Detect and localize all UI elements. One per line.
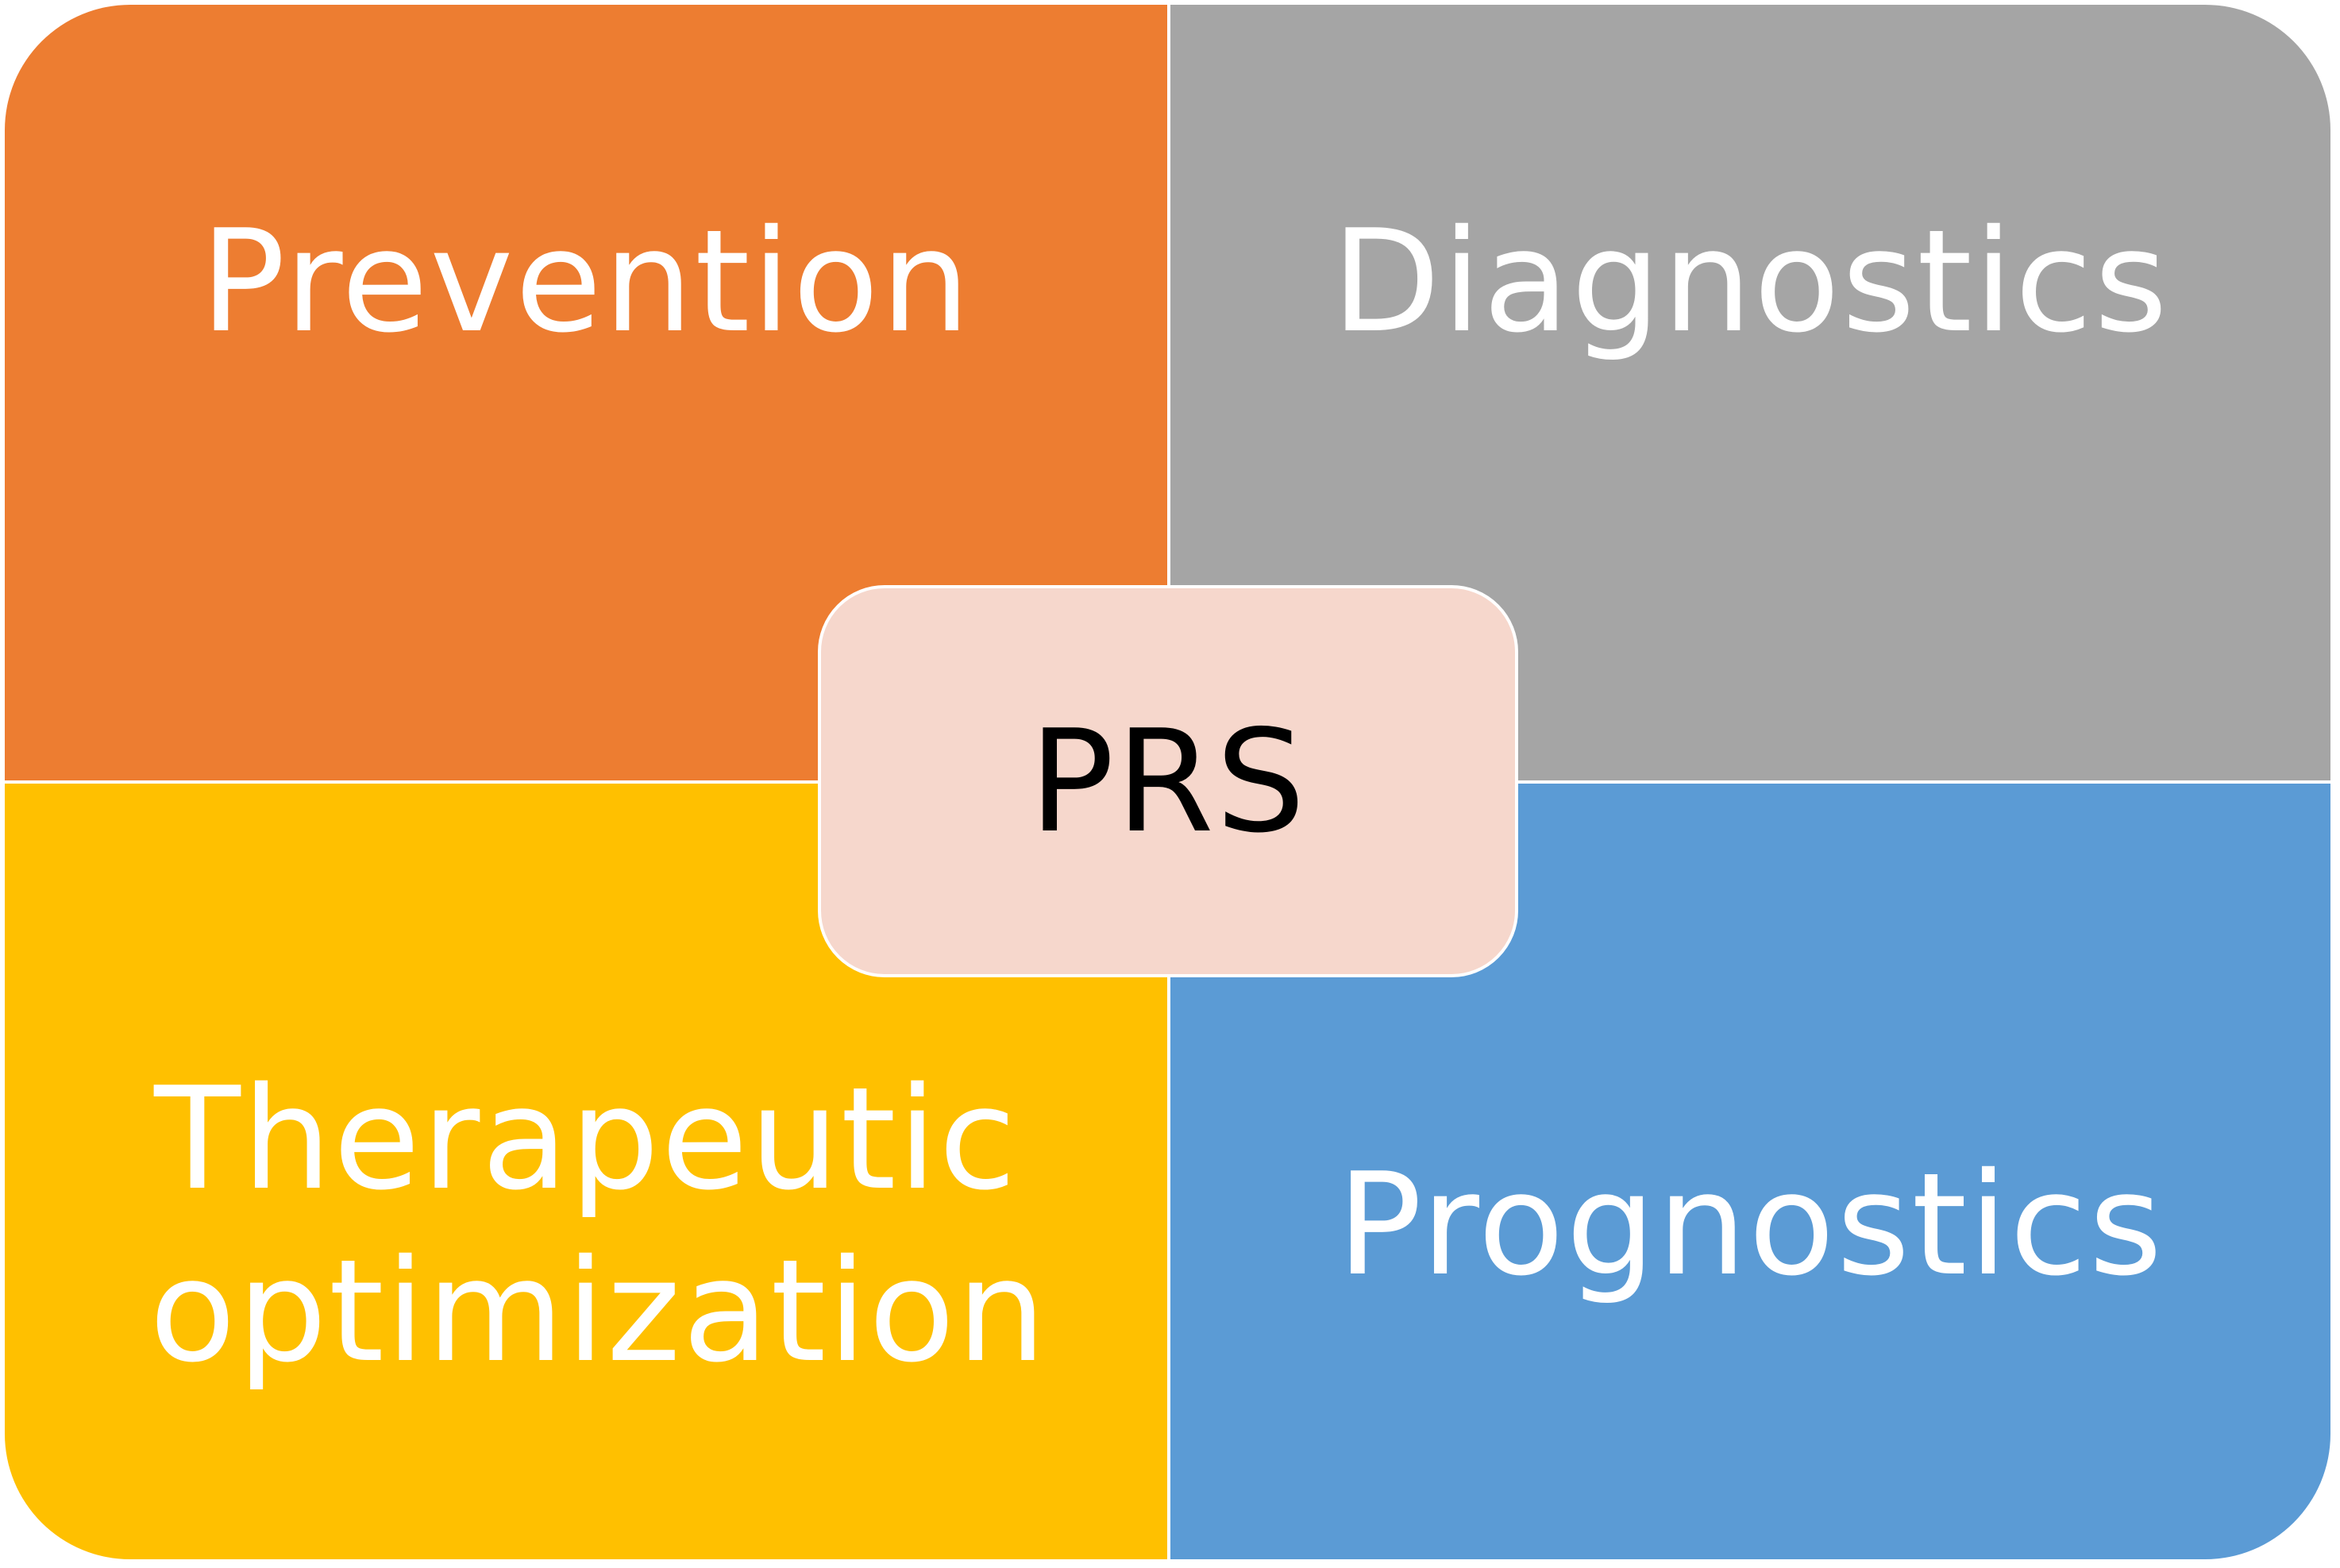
quadrant-label-diagnostics: Diagnostics [1332,199,2169,364]
quadrant-prevention: Prevention [5,5,1167,780]
quadrant-label-prognostics: Prognostics [1336,1142,2165,1308]
quadrant-therapeutic-optimization: Therapeutic optimization [5,784,1167,1559]
quadrant-label-therapeutic-optimization: Therapeutic optimization [149,1056,1048,1393]
center-prs-box: PRS [818,585,1518,977]
quadrant-label-prevention: Prevention [200,199,972,364]
center-label: PRS [1028,699,1307,864]
